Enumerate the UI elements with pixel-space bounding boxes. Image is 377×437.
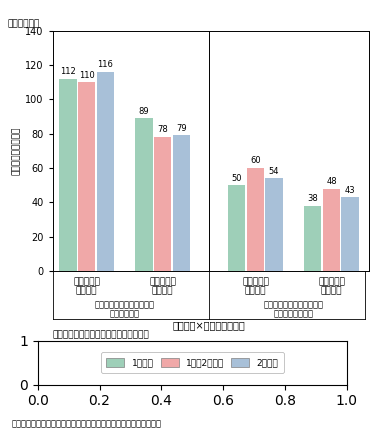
- Text: 国の支援策: 国の支援策: [318, 277, 345, 287]
- Bar: [247, 168, 264, 271]
- Text: ＣＩＯを設置: ＣＩＯを設置: [110, 309, 139, 319]
- Text: 利用あり: 利用あり: [76, 286, 97, 295]
- Bar: [154, 137, 171, 271]
- Text: 112: 112: [60, 67, 76, 76]
- Text: 48: 48: [326, 177, 337, 186]
- Text: 予算全体に占める情報化関連予算の割合: 予算全体に占める情報化関連予算の割合: [53, 330, 150, 339]
- Bar: [97, 72, 114, 271]
- Text: 78: 78: [157, 125, 168, 135]
- Text: 推進体制×国の支援策利用: 推進体制×国の支援策利用: [173, 320, 245, 330]
- Bar: [323, 188, 340, 271]
- Text: （出典）「地域の情報化への取組と地域活性化に関する調査研究」: （出典）「地域の情報化への取組と地域活性化に関する調査研究」: [11, 419, 161, 428]
- Y-axis label: ＩＣＴ総合活用指標: ＩＣＴ総合活用指標: [12, 127, 21, 175]
- Bar: [342, 197, 359, 271]
- Text: 38: 38: [308, 194, 318, 203]
- Bar: [78, 82, 95, 271]
- Text: ＣＩＯを設置せず: ＣＩＯを設置せず: [273, 309, 313, 319]
- Text: 利用あり: 利用あり: [245, 286, 266, 295]
- Text: 専担の情報化担当部署あり: 専担の情報化担当部署あり: [95, 301, 155, 310]
- Bar: [228, 185, 245, 271]
- Text: 60: 60: [250, 156, 261, 165]
- Bar: [304, 206, 322, 271]
- Text: （ポイント）: （ポイント）: [8, 19, 40, 28]
- Text: 専担の情報化担当部署なし: 専担の情報化担当部署なし: [264, 301, 323, 310]
- Text: 116: 116: [97, 60, 113, 69]
- Bar: [173, 135, 190, 271]
- Text: 43: 43: [345, 186, 356, 194]
- Text: 利用なし: 利用なし: [152, 286, 173, 295]
- Text: 国の支援策: 国の支援策: [73, 277, 100, 287]
- Bar: [60, 79, 77, 271]
- Text: 54: 54: [269, 166, 279, 176]
- Text: 50: 50: [231, 173, 242, 183]
- Bar: [265, 178, 283, 271]
- Text: 79: 79: [176, 124, 187, 133]
- Bar: [135, 118, 153, 271]
- Text: 利用なし: 利用なし: [321, 286, 342, 295]
- Text: 国の支援策: 国の支援策: [242, 277, 269, 287]
- Text: 89: 89: [139, 107, 149, 115]
- Text: 国の支援策: 国の支援策: [149, 277, 176, 287]
- Text: 110: 110: [79, 70, 94, 80]
- Legend: 1％未満, 1％以2％未満, 2％以上: 1％未満, 1％以2％未満, 2％以上: [101, 353, 284, 373]
